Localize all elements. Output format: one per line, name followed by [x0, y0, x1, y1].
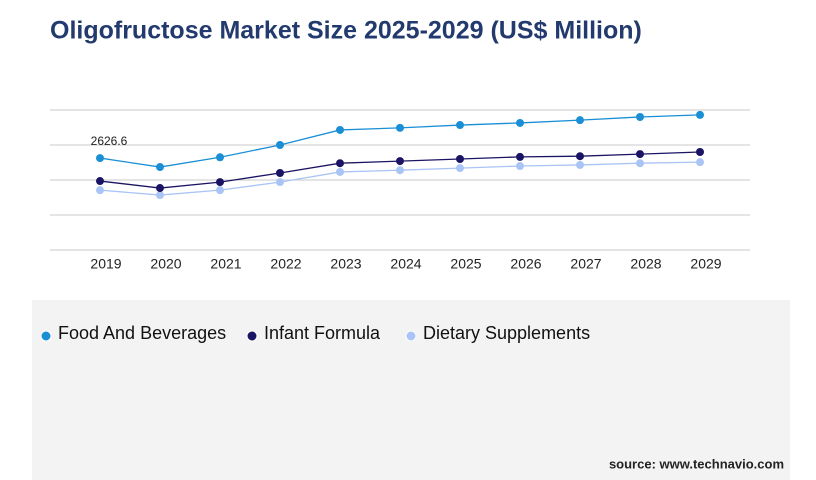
data-point	[516, 118, 524, 127]
data-point	[156, 191, 164, 200]
data-point	[636, 113, 644, 121]
data-point	[636, 150, 644, 159]
x-tick-label: 2029	[690, 256, 721, 272]
source: source: www.technavio.com	[609, 456, 784, 471]
x-tick-label: 2025	[450, 256, 481, 272]
data-point	[336, 125, 344, 134]
chart-title: Oligofructose Market Size 2025-2029 (US$…	[50, 17, 642, 45]
x-tick-label: 2020	[150, 256, 181, 272]
data-point	[576, 116, 584, 125]
legend-label: Food And Beverages	[58, 323, 226, 343]
x-tick-label: 2023	[330, 256, 361, 272]
data-point	[336, 167, 344, 176]
panel	[32, 300, 790, 480]
data-point	[636, 159, 644, 168]
data-point	[396, 157, 404, 166]
data-point	[96, 186, 104, 195]
data-point	[216, 178, 224, 187]
data-point	[456, 164, 464, 173]
legend-marker	[405, 330, 417, 342]
data-point	[396, 123, 404, 132]
x-tick-label: 2024	[390, 256, 421, 272]
data-point	[456, 121, 464, 130]
data-point	[276, 178, 284, 187]
data-point	[156, 184, 164, 193]
data-point	[216, 186, 224, 195]
data-point	[216, 153, 224, 162]
x-tick-label: 2019	[90, 256, 121, 272]
data-point	[696, 148, 704, 156]
data-point	[576, 152, 584, 161]
data-point	[156, 163, 164, 172]
data-point	[96, 177, 104, 186]
x-tick-label: 2028	[630, 256, 661, 272]
data-point	[336, 159, 344, 168]
data-point	[516, 152, 524, 161]
data-point	[456, 155, 464, 163]
legend-label: Dietary Supplements	[423, 323, 590, 343]
data-point	[396, 166, 404, 175]
data-point	[576, 160, 584, 169]
x-tick-label: 2026	[510, 256, 541, 272]
data-point	[276, 141, 284, 149]
data-point	[276, 169, 284, 177]
data-point	[96, 154, 104, 163]
legend-label: Infant Formula	[264, 323, 381, 343]
legend-marker	[246, 330, 258, 342]
x-tick-label: 2022	[270, 256, 301, 272]
data-label: 2626.6	[91, 134, 128, 148]
data-point	[696, 158, 704, 167]
legend-marker	[40, 330, 52, 342]
x-tick-label: 2021	[210, 256, 241, 272]
data-point	[516, 162, 524, 170]
x-tick-label: 2027	[570, 256, 601, 272]
data-point	[696, 110, 704, 119]
